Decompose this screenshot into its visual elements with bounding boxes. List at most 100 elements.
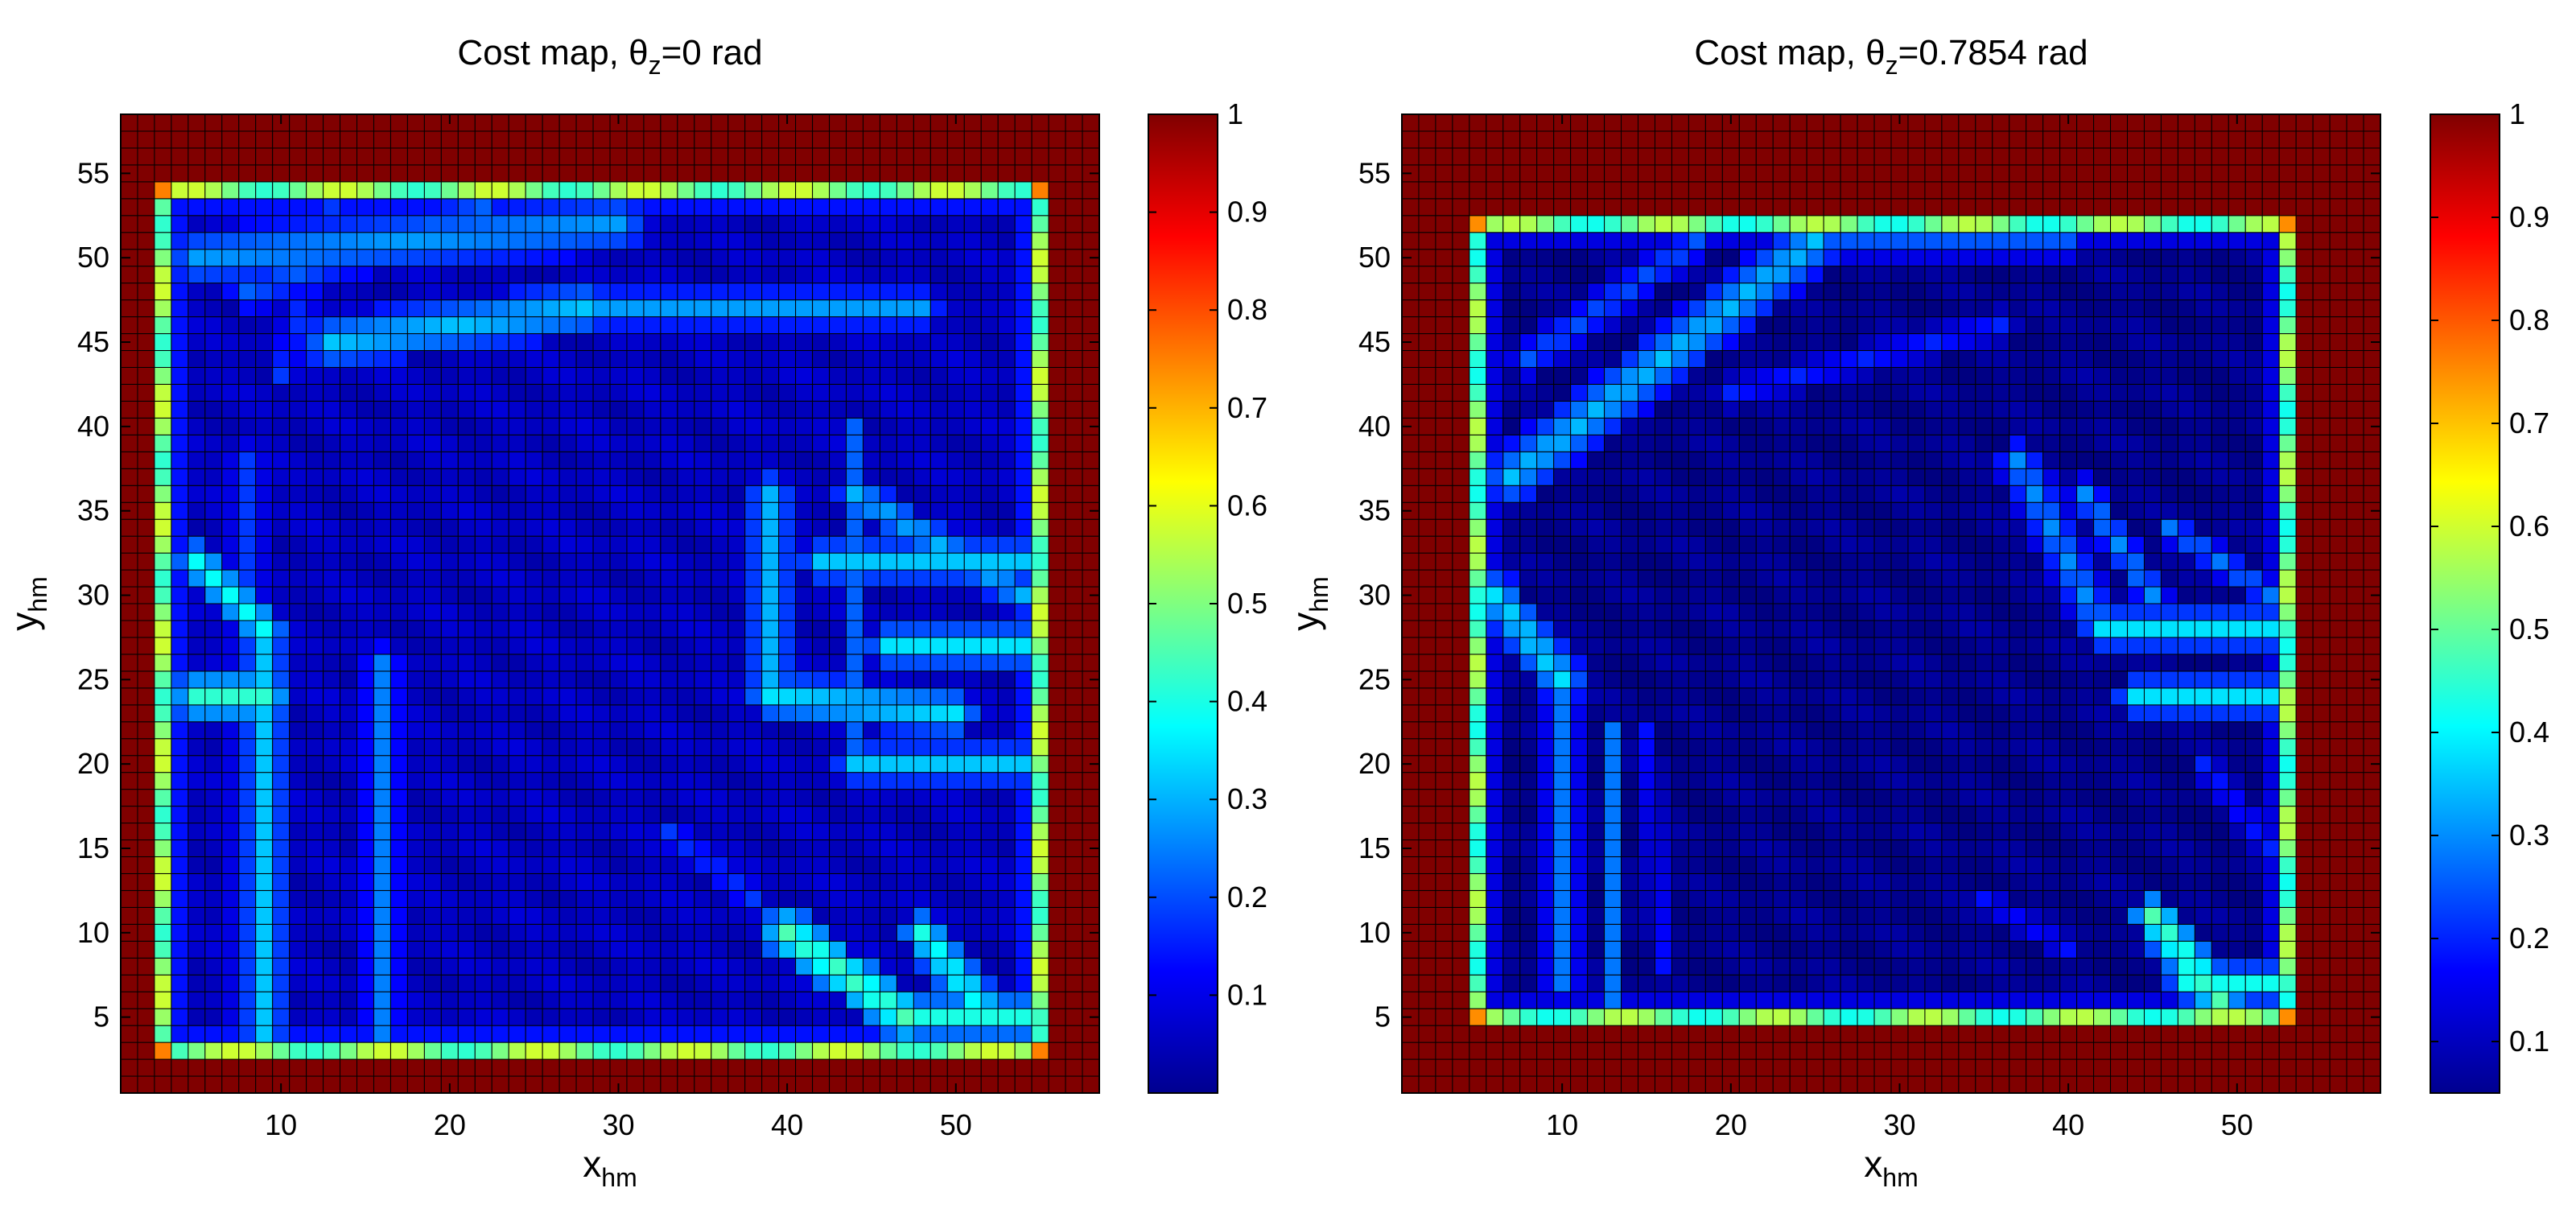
heatmap-cell [406, 687, 425, 706]
heatmap-cell [609, 721, 628, 740]
heatmap-cell [744, 1058, 763, 1077]
heatmap-cell [609, 569, 628, 588]
heatmap-cell [896, 215, 914, 233]
heatmap-cell [2093, 789, 2112, 807]
heatmap-cell [1048, 518, 1066, 537]
heatmap-cell [1031, 400, 1049, 419]
heatmap-cell [2009, 789, 2027, 807]
heatmap-cell [373, 856, 391, 874]
heatmap-cell [946, 1042, 965, 1060]
heatmap-cell [946, 906, 965, 925]
heatmap-cell [946, 266, 965, 284]
heatmap-cell [238, 366, 257, 385]
heatmap-cell [643, 1025, 662, 1043]
heatmap-cell [1082, 620, 1100, 638]
heatmap-cell [221, 806, 240, 824]
heatmap-cell [609, 889, 628, 908]
heatmap-cell [440, 283, 459, 301]
heatmap-cell [1048, 974, 1066, 992]
heatmap-cell [221, 366, 240, 385]
heatmap-cell [946, 350, 965, 368]
heatmap-cell [340, 586, 358, 604]
heatmap-cell [340, 350, 358, 368]
heatmap-cell [694, 181, 712, 200]
heatmap-cell [896, 806, 914, 824]
heatmap-cell [525, 383, 543, 402]
heatmap-cell [929, 299, 948, 318]
heatmap-cell [423, 198, 442, 217]
heatmap-cell [1435, 872, 1453, 891]
heatmap-cell [457, 806, 476, 824]
heatmap-cell [795, 637, 814, 655]
heatmap-cell [171, 940, 189, 959]
heatmap-cell [306, 1075, 324, 1094]
heatmap-cell [508, 434, 526, 452]
heatmap-cell [373, 1008, 391, 1026]
heatmap-cell [2295, 738, 2314, 757]
heatmap-cell [340, 889, 358, 908]
heatmap-cell [727, 147, 746, 166]
heatmap-cell [1082, 147, 1100, 166]
heatmap-cell [963, 620, 982, 638]
heatmap-cell [323, 704, 341, 723]
heatmap-cell [846, 552, 863, 571]
heatmap-cell [137, 721, 155, 740]
heatmap-cell [289, 856, 307, 874]
heatmap-cell [1065, 198, 1083, 217]
heatmap-cell [711, 704, 729, 723]
heatmap-cell [1418, 654, 1436, 672]
heatmap-cell [2127, 974, 2145, 992]
y-tick-label: 25 [77, 662, 109, 695]
heatmap-cell [846, 333, 863, 352]
heatmap-cell [491, 434, 509, 452]
heatmap-cell [2093, 923, 2112, 942]
colorbar-tick-label: 0.2 [1227, 881, 1267, 914]
heatmap-cell [2261, 1025, 2280, 1043]
heatmap-cell [997, 552, 1016, 571]
heatmap-cell [1688, 856, 1706, 874]
heatmap-cell [575, 923, 594, 942]
heatmap-cell [1031, 721, 1049, 740]
heatmap-cell [2127, 772, 2145, 790]
heatmap-cell [1587, 1075, 1605, 1094]
heatmap-cell [120, 637, 138, 655]
heatmap-cell [592, 586, 611, 604]
heatmap-cell [2211, 789, 2229, 807]
heatmap-cell [2093, 906, 2112, 925]
heatmap-cell [491, 806, 509, 824]
heatmap-cell [389, 721, 408, 740]
heatmap-cell [154, 113, 172, 132]
heatmap-cell [238, 215, 257, 233]
heatmap-cell [2127, 755, 2145, 773]
heatmap-cells [120, 113, 1100, 1094]
heatmap-cell [980, 569, 999, 588]
heatmap-cell [913, 333, 931, 352]
heatmap-cell [694, 1025, 712, 1043]
heatmap-cell [389, 164, 408, 183]
heatmap-cell [1014, 906, 1032, 925]
heatmap-cell [929, 164, 948, 183]
heatmap-cell [323, 468, 341, 486]
heatmap-cell [1452, 687, 1470, 706]
heatmap-cell [440, 468, 459, 486]
heatmap-cell [1570, 704, 1589, 723]
heatmap-cell [389, 451, 408, 469]
heatmap-cell [323, 501, 341, 520]
heatmap-cell [913, 620, 931, 638]
heatmap-cell [862, 603, 880, 621]
heatmap-cell [272, 637, 291, 655]
heatmap-cell [491, 552, 509, 571]
heatmap-cell [1604, 923, 1622, 942]
heatmap-cell [1823, 872, 1841, 891]
heatmap-cell [542, 113, 560, 132]
heatmap-cell [778, 806, 797, 824]
heatmap-cell [1469, 872, 1487, 891]
heatmap-cell [238, 923, 257, 942]
heatmap-cell [2295, 991, 2314, 1009]
heatmap-cell [609, 603, 628, 621]
heatmap-cell [1721, 637, 1740, 655]
heatmap-cell [1418, 1042, 1436, 1060]
heatmap-cell [744, 906, 763, 925]
heatmap-cell [188, 1025, 206, 1043]
heatmap-cell [896, 839, 914, 857]
